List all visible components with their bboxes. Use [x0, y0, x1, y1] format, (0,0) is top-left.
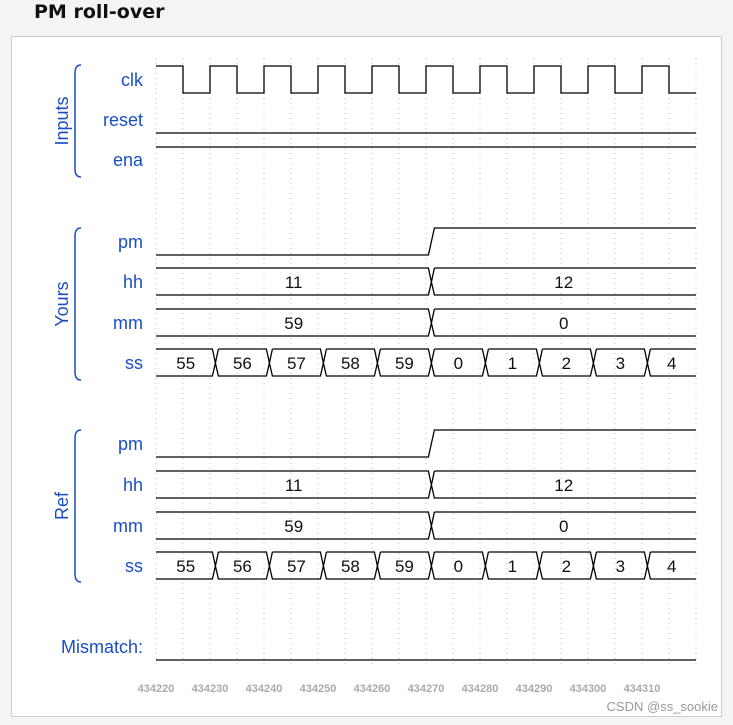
bus-value-ss: 57: [287, 557, 306, 576]
bus-value-ss: 1: [508, 557, 517, 576]
bus-value-ss: 2: [562, 557, 571, 576]
signal-label-mm: mm: [113, 516, 143, 536]
bus-value-ss: 56: [233, 354, 252, 373]
signal-label-pm: pm: [118, 232, 143, 252]
bus-segment-ss: [214, 348, 271, 377]
signal-label-ss: ss: [125, 556, 143, 576]
bus-value-ss: 55: [176, 354, 195, 373]
signal-label-pm: pm: [118, 434, 143, 454]
time-tick-label: 434290: [516, 683, 553, 695]
bus-segment-ss: [592, 551, 649, 580]
bus-value-ss: 59: [395, 354, 414, 373]
waveform-pm: [156, 429, 696, 458]
bus-segment-ss: [592, 348, 649, 377]
time-tick-label: 434310: [624, 683, 661, 695]
group-label-inputs: Inputs: [52, 96, 72, 145]
time-tick-label: 434250: [300, 683, 337, 695]
bus-segment-ss: [646, 348, 696, 377]
signal-label-hh: hh: [123, 272, 143, 292]
signal-label-ena: ena: [113, 150, 144, 170]
time-tick-label: 434220: [138, 683, 175, 695]
bus-value-mm: 0: [559, 314, 568, 333]
group-brace: [74, 64, 82, 178]
bus-segment-ss: [376, 348, 433, 377]
bus-value-ss: 4: [667, 354, 676, 373]
bus-value-ss: 58: [341, 557, 360, 576]
bus-segment-ss: [322, 551, 379, 580]
bus-segment-mm: [430, 511, 696, 540]
bus-value-mm: 59: [284, 314, 303, 333]
bus-value-hh: 12: [554, 273, 573, 292]
bus-segment-ss: [484, 551, 541, 580]
bus-value-ss: 4: [667, 557, 676, 576]
bus-value-ss: 57: [287, 354, 306, 373]
signal-label-clk: clk: [121, 70, 144, 90]
bus-segment-ss: [430, 551, 487, 580]
time-tick-label: 434260: [354, 683, 391, 695]
time-tick-label: 434270: [408, 683, 445, 695]
group-label-yours: Yours: [52, 281, 72, 326]
group-brace: [74, 429, 82, 583]
bus-value-ss: 2: [562, 354, 571, 373]
bus-value-ss: 1: [508, 354, 517, 373]
bus-value-ss: 59: [395, 557, 414, 576]
time-tick-label: 434230: [192, 683, 229, 695]
signal-label-reset: reset: [103, 110, 143, 130]
bus-segment-ss: [268, 551, 325, 580]
bus-segment-ss: [646, 551, 696, 580]
bus-value-mm: 59: [284, 517, 303, 536]
group-brace: [74, 227, 82, 381]
bus-segment-ss: [430, 348, 487, 377]
signal-label-ss: ss: [125, 353, 143, 373]
watermark-credit: CSDN @ss_sookie: [606, 699, 718, 714]
bus-value-ss: 0: [454, 557, 463, 576]
time-tick-label: 434280: [462, 683, 499, 695]
bus-value-ss: 58: [341, 354, 360, 373]
bus-segment-mm: [430, 308, 696, 337]
bus-segment-ss: [268, 348, 325, 377]
bus-value-ss: 3: [616, 557, 625, 576]
group-label-ref: Ref: [52, 491, 72, 520]
bus-segment-ss: [214, 551, 271, 580]
signal-label-hh: hh: [123, 475, 143, 495]
page-title: PM roll-over: [34, 1, 165, 23]
bus-value-mm: 0: [559, 517, 568, 536]
bus-value-ss: 0: [454, 354, 463, 373]
bus-segment-ss: [376, 551, 433, 580]
bus-segment-ss: [322, 348, 379, 377]
bus-value-hh: 11: [285, 476, 303, 495]
bus-value-ss: 56: [233, 557, 252, 576]
waveform-clk: [156, 65, 696, 94]
bus-value-hh: 11: [285, 273, 303, 292]
time-tick-label: 434240: [246, 683, 283, 695]
bus-segment-ss: [538, 551, 595, 580]
mismatch-label: Mismatch:: [61, 637, 143, 657]
waveform-pm: [156, 227, 696, 256]
bus-segment-ss: [538, 348, 595, 377]
bus-segment-hh: [430, 267, 696, 296]
bus-value-ss: 55: [176, 557, 195, 576]
time-tick-label: 434300: [570, 683, 607, 695]
signal-label-mm: mm: [113, 313, 143, 333]
bus-segment-hh: [430, 470, 696, 499]
bus-segment-ss: [484, 348, 541, 377]
bus-value-hh: 12: [554, 476, 573, 495]
bus-value-ss: 3: [616, 354, 625, 373]
